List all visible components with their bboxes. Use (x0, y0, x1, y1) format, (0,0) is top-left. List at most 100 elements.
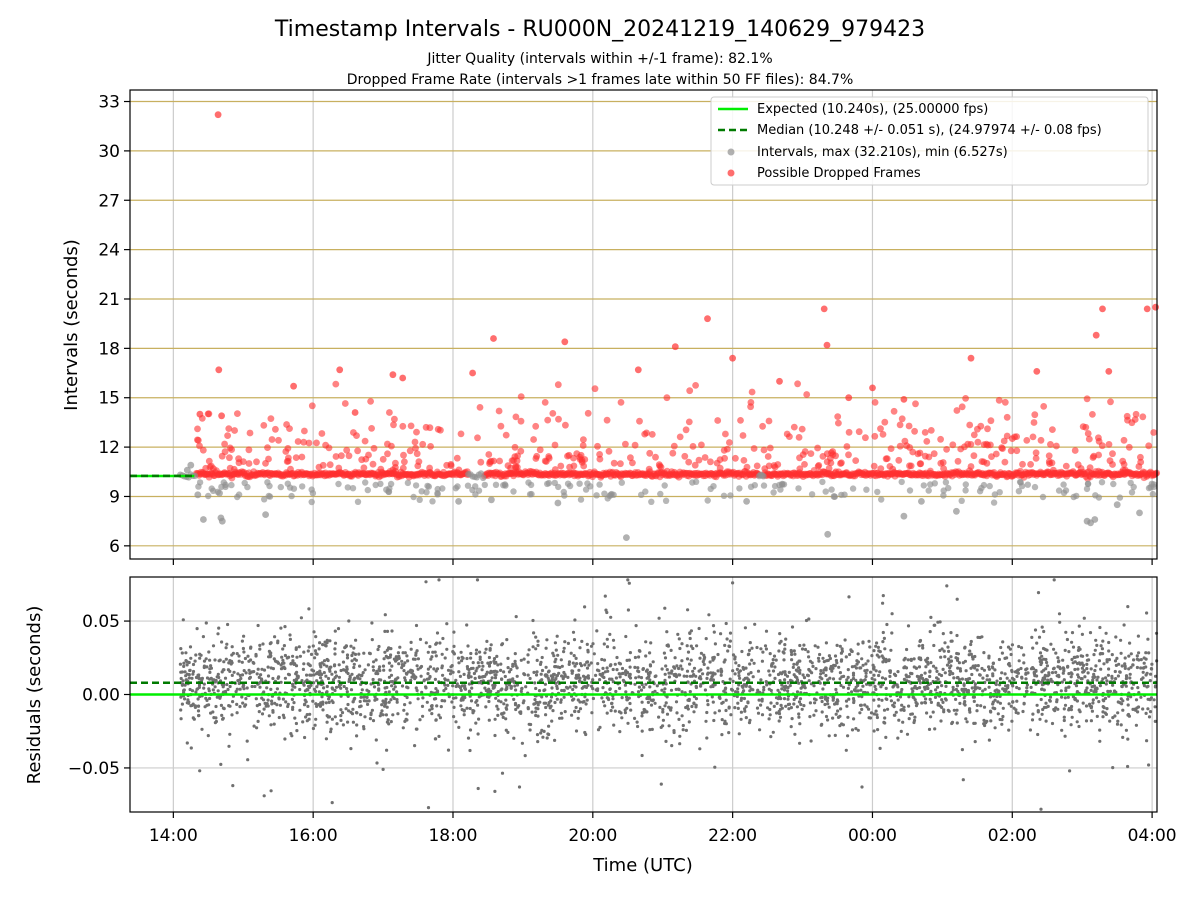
residual-point (911, 695, 915, 699)
residual-point (559, 698, 563, 702)
residual-point (1070, 715, 1074, 719)
residual-point (605, 666, 609, 670)
residual-point (1054, 670, 1058, 675)
interval-point (488, 496, 495, 504)
residual-point (932, 643, 936, 648)
residual-point (1137, 651, 1141, 655)
dropped-frame-point (287, 465, 294, 473)
residual-point (881, 640, 885, 644)
interval-point (502, 482, 509, 489)
residual-point (637, 685, 642, 689)
residual-point (517, 704, 521, 708)
residual-point (478, 650, 482, 654)
interval-point (1136, 509, 1143, 517)
residual-point (660, 667, 664, 671)
residual-point (335, 722, 339, 726)
interval-point (606, 492, 613, 500)
residual-point (717, 709, 722, 713)
residual-point (242, 687, 246, 691)
residual-point (821, 671, 825, 675)
residual-point (196, 709, 201, 713)
residual-point (422, 678, 426, 682)
residual-point (449, 669, 453, 673)
residual-point (426, 672, 430, 676)
residual-point (189, 656, 193, 660)
residual-point (669, 648, 673, 653)
residual-point (376, 647, 380, 652)
residual-point (601, 700, 606, 704)
residual-point (495, 704, 499, 708)
residual-point (984, 721, 988, 725)
residual-point (179, 695, 183, 699)
residual-point (777, 649, 781, 653)
residual-point (973, 685, 977, 689)
residual-point (500, 771, 505, 775)
residual-point (398, 645, 402, 649)
residual-point (492, 657, 497, 661)
residual-point (344, 707, 348, 711)
residual-point (827, 734, 831, 738)
residual-point (499, 688, 503, 692)
interval-point (387, 480, 395, 488)
residual-point (282, 665, 286, 669)
dropped-frame-point (869, 384, 876, 392)
dropped-frame-point (1033, 368, 1041, 375)
residual-point (1098, 625, 1102, 630)
residual-point (723, 643, 727, 648)
residual-point (533, 698, 537, 702)
residual-point (1120, 702, 1124, 706)
dropped-frame-point (215, 366, 223, 374)
residual-point (244, 671, 248, 675)
residual-point (1081, 663, 1086, 668)
residual-point (846, 675, 850, 680)
dropped-frame-point (1031, 411, 1039, 419)
residual-point (872, 649, 876, 653)
residual-point (769, 701, 773, 705)
interval-point (906, 487, 914, 494)
residual-point (378, 669, 382, 673)
interval-point (492, 481, 500, 488)
dropped-frame-point (889, 465, 897, 473)
residual-point (648, 728, 652, 732)
residual-point (647, 672, 651, 676)
residual-point (290, 688, 294, 692)
residual-point (260, 678, 264, 682)
residual-point (955, 684, 960, 688)
residual-point (1001, 714, 1005, 719)
dropped-frame-point (962, 395, 969, 402)
residual-point (294, 672, 298, 676)
dropped-frame-point (1007, 447, 1015, 455)
residual-point (282, 716, 286, 720)
legend-median-label: Median (10.248 +/- 0.051 s), (24.97974 +… (757, 123, 1102, 138)
residual-point (851, 671, 856, 675)
residual-point (769, 735, 773, 739)
interval-point (795, 485, 802, 492)
dropped-frame-point (1013, 433, 1020, 440)
residual-point (1085, 686, 1089, 690)
residual-point (325, 720, 329, 724)
residual-point (913, 715, 917, 719)
residual-point (514, 688, 518, 692)
residual-point (213, 658, 217, 662)
residual-point (451, 696, 456, 700)
residual-point (1104, 631, 1108, 635)
dropped-frame-point (388, 442, 395, 450)
residual-point (488, 648, 492, 652)
residual-point (236, 679, 240, 683)
residual-point (1063, 696, 1067, 700)
residual-point (1130, 686, 1134, 690)
dropped-frame-point (390, 421, 397, 429)
residual-point (1061, 658, 1065, 662)
residual-point (835, 698, 840, 702)
dropped-frame-point (570, 462, 578, 470)
residual-point (421, 714, 425, 718)
dropped-frame-point (877, 465, 885, 472)
interval-point (898, 478, 905, 486)
residual-point (1146, 697, 1150, 701)
residual-point (931, 664, 936, 668)
dropped-frame-point (692, 382, 699, 389)
residual-point (542, 688, 546, 693)
residual-point (1040, 625, 1044, 629)
residual-point (424, 686, 428, 690)
residual-point (1077, 661, 1081, 665)
